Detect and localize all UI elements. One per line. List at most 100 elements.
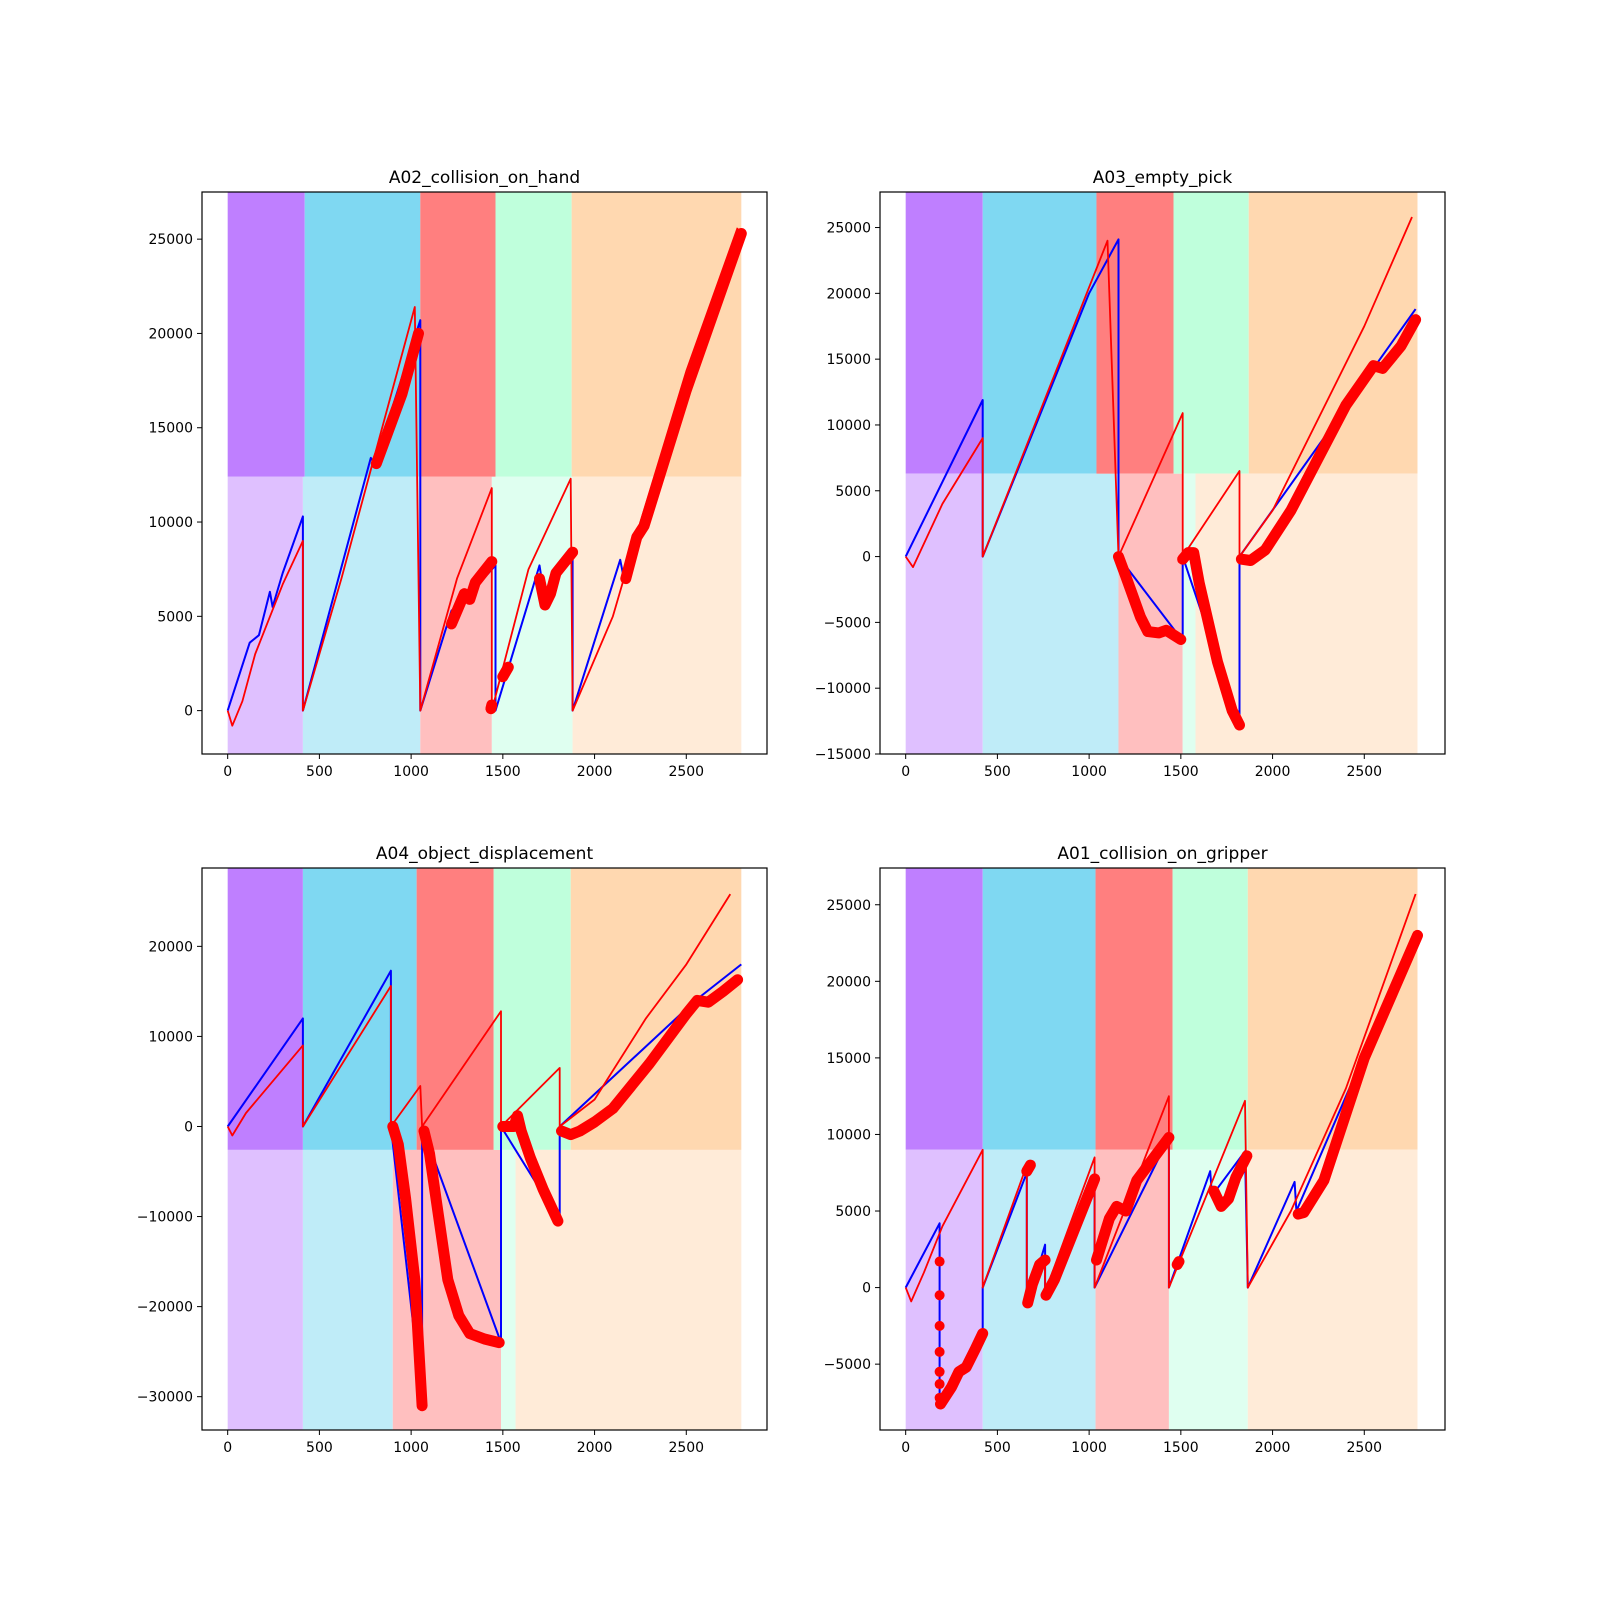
anomaly-segment-2 xyxy=(1021,1159,1036,1177)
phase-band-5 xyxy=(1247,868,1418,1150)
phase-band-lower-4 xyxy=(491,476,573,754)
phase-band-5 xyxy=(570,868,742,1150)
y-tick-label: 0 xyxy=(184,704,193,720)
axes-frame xyxy=(201,191,768,755)
subplot-top-right: 0 500 1000 1500 2000 2500 −15000 −10000 −5000 0 50… xyxy=(815,168,1446,780)
phase-band-lower-4 xyxy=(1182,473,1196,754)
phase-band-4 xyxy=(1172,868,1248,1150)
phase-band-2 xyxy=(304,192,421,477)
subplot-bottom-left: 0 500 1000 1500 2000 2500 −30000 −20000 −10000 0 1… xyxy=(137,844,768,1456)
y-tick-label: 25000 xyxy=(826,898,871,914)
anomaly-segment-4 xyxy=(497,661,514,683)
actual-series-line xyxy=(226,227,739,727)
y-tick-label: 20000 xyxy=(148,326,193,342)
x-tick-label: 0 xyxy=(901,1440,910,1456)
phase-band-lower-3 xyxy=(1118,473,1183,754)
phase-band-1 xyxy=(227,192,305,477)
x-tick-label: 0 xyxy=(223,764,232,780)
phase-band-1 xyxy=(227,868,303,1150)
x-tick-label: 2500 xyxy=(1346,764,1382,780)
phase-band-3 xyxy=(420,192,496,477)
anomaly-segment-8 xyxy=(1292,929,1423,1220)
anomaly-point-1 xyxy=(934,1256,945,1267)
x-tick-label: 2500 xyxy=(668,764,704,780)
x-tick-label: 0 xyxy=(901,764,910,780)
phase-band-1 xyxy=(905,868,983,1150)
anomaly-segment-3 xyxy=(485,699,498,715)
phase-band-lower-1 xyxy=(905,473,983,754)
phase-band-4 xyxy=(493,868,571,1150)
subplot-title: A04_object_displacement xyxy=(376,844,594,864)
anomaly-point-5 xyxy=(934,1366,945,1377)
y-tick-label: 20000 xyxy=(826,974,871,990)
anomaly-segment-1 xyxy=(370,327,424,470)
plot-area xyxy=(226,192,747,754)
actual-series-line xyxy=(904,216,1413,568)
anomaly-segment-7 xyxy=(1208,1150,1253,1212)
phase-band-lower-1 xyxy=(227,1149,303,1430)
phase-band-lower-2 xyxy=(982,473,1119,754)
anomaly-segment-1 xyxy=(387,1121,428,1412)
x-tick-label: 2000 xyxy=(577,764,613,780)
anomaly-segment-1 xyxy=(1113,551,1187,645)
phase-band-lower-tail xyxy=(515,1149,742,1430)
phase-band-2 xyxy=(982,868,1096,1150)
plot-area xyxy=(904,868,1423,1430)
phase-band-lower-4 xyxy=(501,1149,516,1430)
x-tick-label: 2000 xyxy=(577,1440,613,1456)
anomaly-segment-6 xyxy=(1171,1256,1185,1271)
x-tick-label: 500 xyxy=(306,1440,333,1456)
y-tick-label: 5000 xyxy=(835,484,871,500)
subplot-bottom-right: 0 500 1000 1500 2000 2500 −5000 0 5000 10000 15000… xyxy=(824,844,1446,1456)
phase-band-lower-1 xyxy=(227,476,303,754)
y-tick-label: 0 xyxy=(862,550,871,566)
anomaly-segment-3 xyxy=(497,1110,564,1227)
x-tick-label: 1000 xyxy=(393,764,429,780)
x-tick-label: 1000 xyxy=(1071,764,1107,780)
plot-area xyxy=(226,868,744,1430)
y-tick-label: 15000 xyxy=(148,421,193,437)
y-tick-label: −20000 xyxy=(137,1300,193,1316)
y-tick-label: 10000 xyxy=(148,515,193,531)
y-tick-label: 10000 xyxy=(826,418,871,434)
plot-area xyxy=(904,192,1422,754)
phase-band-3 xyxy=(416,868,494,1150)
y-tick-label: 0 xyxy=(184,1119,193,1135)
y-tick-label: 20000 xyxy=(148,939,193,955)
x-tick-label: 1500 xyxy=(485,764,521,780)
y-tick-label: 5000 xyxy=(157,609,193,625)
x-tick-label: 2500 xyxy=(1346,1440,1382,1456)
y-tick-label: −30000 xyxy=(137,1390,193,1406)
y-tick-label: −10000 xyxy=(815,681,871,697)
y-tick-label: 25000 xyxy=(826,221,871,237)
anomaly-segment-4 xyxy=(556,974,744,1141)
anomaly-point-6 xyxy=(934,1379,945,1390)
phase-band-2 xyxy=(302,868,417,1150)
x-tick-label: 2500 xyxy=(668,1440,704,1456)
anomaly-segment-5 xyxy=(1091,1132,1175,1266)
anomaly-point-4 xyxy=(934,1346,945,1357)
anomaly-segment-3 xyxy=(1022,1254,1051,1309)
phase-band-lower-2 xyxy=(302,1149,393,1430)
y-tick-label: 20000 xyxy=(826,286,871,302)
x-tick-label: 2000 xyxy=(1255,764,1291,780)
anomaly-segment-5 xyxy=(534,546,579,611)
phase-band-3 xyxy=(1095,868,1173,1150)
phase-band-4 xyxy=(495,192,572,477)
axes-frame xyxy=(879,191,1446,755)
phase-band-lower-2 xyxy=(302,476,421,754)
subplot-title: A02_collision_on_hand xyxy=(389,168,580,188)
x-tick-label: 500 xyxy=(984,764,1011,780)
y-tick-label: 15000 xyxy=(826,352,871,368)
subplot-title: A03_empty_pick xyxy=(1093,168,1233,188)
phase-band-lower-tail xyxy=(572,476,742,754)
anomaly-segment-2 xyxy=(418,1125,505,1349)
phase-band-3 xyxy=(1096,192,1174,474)
x-tick-label: 1500 xyxy=(485,1440,521,1456)
y-tick-label: 15000 xyxy=(826,1051,871,1067)
anomaly-point-2 xyxy=(934,1290,945,1301)
anomaly-segment-2 xyxy=(446,556,498,630)
phase-band-4 xyxy=(1173,192,1249,474)
x-tick-label: 0 xyxy=(223,1440,232,1456)
